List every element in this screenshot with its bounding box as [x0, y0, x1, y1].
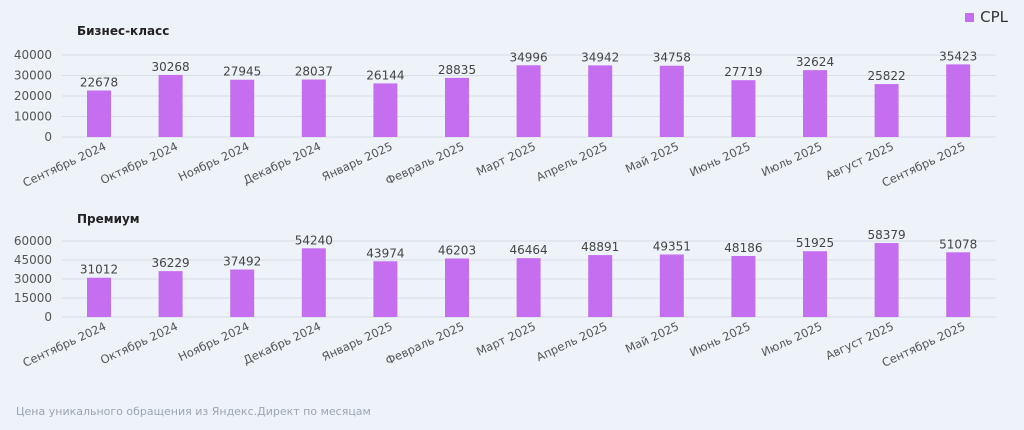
x-tick-label: Октябрь 2024 — [98, 319, 180, 367]
data-label: 49351 — [653, 239, 691, 253]
data-label: 58379 — [868, 228, 906, 242]
bar — [659, 254, 684, 317]
y-tick-label: 10000 — [14, 110, 52, 124]
data-label: 34758 — [653, 51, 691, 65]
data-label: 37492 — [223, 255, 261, 269]
data-label: 26144 — [366, 68, 404, 82]
bar — [659, 65, 684, 137]
y-tick-label: 30000 — [14, 272, 52, 286]
data-label: 51925 — [796, 236, 834, 250]
bar — [230, 79, 255, 137]
x-tick-label: Апрель 2025 — [534, 319, 610, 364]
x-tick-label: Июнь 2025 — [687, 319, 752, 359]
bar — [588, 65, 613, 137]
data-label: 30268 — [152, 60, 190, 74]
bar — [516, 65, 541, 137]
bar — [731, 80, 756, 137]
bar — [373, 261, 398, 317]
legend: CPL — [965, 8, 1008, 26]
bar — [158, 74, 183, 137]
bar — [373, 83, 398, 137]
bar — [516, 258, 541, 317]
y-tick-label: 0 — [44, 310, 52, 324]
bar — [874, 84, 899, 137]
bar — [301, 79, 326, 137]
bar — [230, 269, 255, 317]
bar — [445, 77, 469, 137]
y-tick-label: 30000 — [14, 69, 52, 83]
data-label: 36229 — [152, 256, 190, 270]
x-tick-label: Июль 2025 — [759, 319, 824, 359]
data-label: 54240 — [295, 233, 333, 247]
chart-title-premium: Премиум — [77, 212, 140, 226]
bar — [445, 258, 469, 317]
data-label: 48891 — [581, 240, 619, 254]
legend-swatch — [965, 12, 975, 22]
data-label: 31012 — [80, 263, 118, 277]
bar — [158, 271, 183, 317]
x-tick-label: Февраль 2025 — [383, 319, 466, 368]
bar — [946, 252, 971, 317]
data-label: 27719 — [724, 65, 762, 79]
data-label: 32624 — [796, 55, 834, 69]
data-label: 43974 — [366, 246, 404, 260]
data-label: 27945 — [223, 65, 261, 79]
bar — [731, 255, 756, 317]
bar — [588, 255, 613, 317]
y-tick-label: 0 — [44, 130, 52, 144]
bar — [301, 248, 326, 317]
bar — [803, 70, 827, 137]
chart-title-business: Бизнес-класс — [77, 24, 170, 38]
data-label: 25822 — [868, 69, 906, 83]
bar — [874, 243, 899, 317]
legend-label: CPL — [980, 8, 1008, 26]
data-label: 34996 — [510, 50, 548, 64]
data-label: 28835 — [438, 63, 476, 77]
x-tick-label: Декабрь 2024 — [241, 319, 323, 367]
y-tick-label: 40000 — [14, 48, 52, 62]
y-tick-label: 20000 — [14, 89, 52, 103]
data-label: 46464 — [510, 243, 548, 257]
data-label: 51078 — [939, 237, 977, 251]
chart-premium: 0 15000 30000 45000 60000 31012 Сентябрь 2024 3… — [14, 228, 996, 370]
x-tick-label: Март 2025 — [474, 319, 538, 359]
bar — [946, 64, 971, 137]
x-tick-label: Сентябрь 2024 — [20, 319, 108, 370]
data-label: 46203 — [438, 243, 476, 257]
bar — [803, 251, 827, 317]
x-tick-label: Май 2025 — [623, 319, 681, 356]
footer-caption: Цена уникального обращения из Яндекс.Дир… — [16, 405, 371, 418]
data-label: 35423 — [939, 49, 977, 63]
data-label: 34942 — [581, 50, 619, 64]
bar — [87, 90, 111, 137]
x-tick-label: Ноябрь 2024 — [176, 319, 251, 364]
y-tick-label: 60000 — [14, 234, 52, 248]
data-label: 22678 — [80, 76, 118, 90]
y-tick-label: 45000 — [14, 253, 52, 267]
bar — [87, 277, 111, 317]
y-tick-label: 15000 — [14, 291, 52, 305]
data-label: 28037 — [295, 65, 333, 79]
data-label: 48186 — [724, 241, 762, 255]
